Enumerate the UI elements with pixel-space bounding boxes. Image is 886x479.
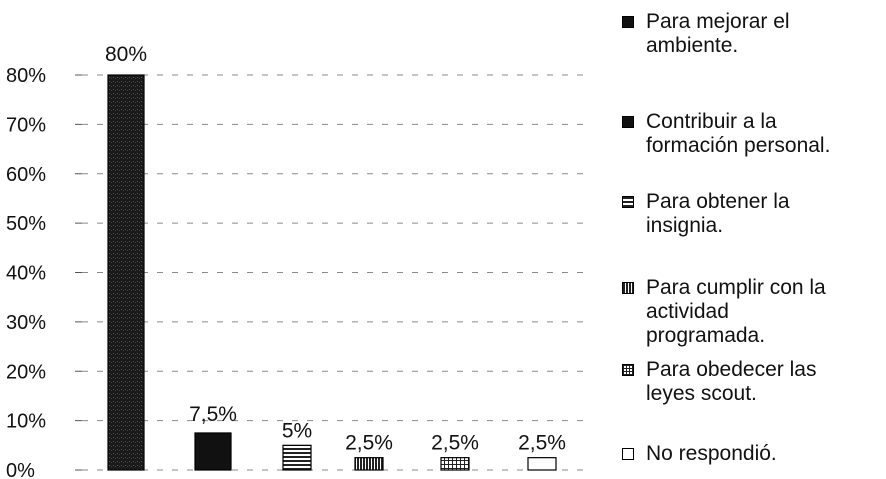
legend-swatch-icon (622, 282, 634, 294)
legend-swatch-icon (622, 364, 634, 376)
y-tick-label: 40% (6, 263, 46, 285)
y-tick-label: 10% (6, 411, 46, 433)
legend-item-ambiente: Para mejorar el ambiente. (622, 10, 884, 58)
data-label: 2,5% (518, 432, 566, 455)
legend-item-leyes: Para obedecer las leyes scout. (622, 358, 884, 406)
y-tick-label: 70% (6, 114, 46, 136)
data-label: 2,5% (345, 432, 393, 455)
data-label: 2,5% (431, 432, 479, 455)
y-tick-label: 50% (6, 213, 46, 235)
y-axis: 0% 10% 20% 30% 40% 50% 60% 70% 80% (6, 65, 82, 479)
y-tick-label: 60% (6, 164, 46, 186)
y-tick-label: 80% (6, 65, 46, 87)
bar (354, 457, 384, 471)
legend-label: No respondió. (646, 442, 777, 465)
legend-item-actividad: Para cumplir con la actividad programada… (622, 276, 884, 348)
y-tick-label: 20% (6, 361, 46, 383)
y-tick-label: 30% (6, 312, 46, 334)
bar (107, 74, 145, 471)
legend-item-formacion: Contribuir a la formación personal. (622, 110, 884, 158)
data-labels: 80% 7,5% 5% 2,5% 2,5% 2,5% (105, 43, 566, 455)
legend-label: Para cumplir con la actividad programada… (646, 276, 826, 347)
legend-label: Contribuir a la formación personal. (646, 110, 831, 157)
legend-item-no-respondio: No respondió. (622, 442, 884, 466)
bar-chart: 0% 10% 20% 30% 40% 50% 60% 70% 80% 80% 7,5% 5% 2,5%… (6, 43, 588, 479)
legend-label: Para obtener la insignia. (646, 190, 790, 237)
legend-swatch-icon (622, 448, 634, 460)
legend-swatch-icon (622, 16, 634, 28)
gridlines (82, 74, 588, 471)
data-label: 5% (282, 419, 312, 442)
bar (282, 444, 312, 471)
bar (194, 432, 232, 471)
legend-label: Para mejorar el ambiente. (646, 10, 790, 57)
data-label: 80% (105, 43, 147, 66)
legend-item-insignia: Para obtener la insignia. (622, 190, 884, 238)
data-label: 7,5% (189, 403, 237, 426)
legend-swatch-icon (622, 196, 634, 208)
bar (527, 457, 557, 471)
bars (107, 74, 557, 471)
legend-label: Para obedecer las leyes scout. (646, 358, 817, 405)
y-tick-label: 0% (6, 460, 35, 479)
bar (440, 457, 470, 471)
legend-swatch-icon (622, 116, 634, 128)
